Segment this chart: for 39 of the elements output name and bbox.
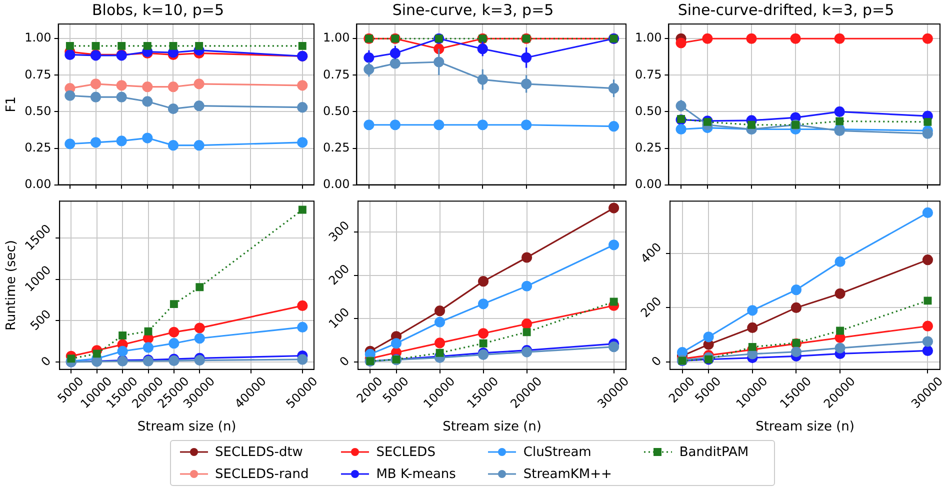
chart-title: Blobs, k=10, p=5: [92, 0, 224, 19]
y-axis-title: F1: [4, 96, 20, 112]
chart-title: Sine-curve, k=3, p=5: [392, 0, 554, 19]
y-tick-label: 0.75: [24, 67, 52, 82]
y-tick-label: 200: [326, 262, 352, 288]
y-tick-label: 0.50: [635, 104, 662, 118]
x-axis-title: Stream size (n): [137, 420, 236, 435]
x-axis-title: Stream size (n): [442, 420, 542, 435]
y-tick-label: 0.25: [24, 140, 52, 154]
legend-label: SECLEDS-dtw: [215, 444, 303, 460]
y-tick-label: 0.50: [323, 104, 350, 118]
y-tick-label: 0.00: [323, 176, 350, 191]
y-tick-label: 0.25: [635, 140, 662, 154]
legend-label: SECLEDS: [376, 444, 436, 460]
y-tick-label: 0.25: [323, 140, 350, 154]
y-tick-label: 0: [336, 354, 352, 370]
y-tick-label: 1.00: [323, 30, 350, 45]
y-tick-label: 0: [648, 354, 664, 369]
legend-label: BanditPAM: [679, 444, 749, 460]
y-tick-label: 0.75: [323, 67, 350, 82]
y-tick-label: 100: [326, 304, 352, 332]
legend-label: StreamKM++: [523, 466, 612, 482]
y-tick-label: 200: [638, 294, 664, 320]
y-tick-label: 0.75: [635, 67, 662, 82]
y-axis-title: Runtime (sec): [4, 240, 20, 330]
y-tick-label: 1.00: [24, 30, 52, 45]
y-tick-label: 300: [326, 218, 352, 244]
y-tick-label: 0: [38, 354, 54, 369]
y-tick-label: 0.50: [24, 104, 52, 118]
legend-label: MB K-means: [376, 466, 456, 482]
y-tick-label: 500: [28, 306, 54, 334]
y-tick-label: 400: [638, 240, 664, 266]
chart-title: Sine-curve-drifted, k=3, p=5: [678, 0, 894, 19]
y-tick-label: 1.00: [635, 30, 662, 45]
y-tick-label: 0.00: [635, 176, 662, 191]
legend-label: CluStream: [523, 444, 592, 460]
x-axis-title: Stream size (n): [756, 420, 854, 435]
y-tick-label: 0.00: [24, 176, 52, 191]
legend-label: SECLEDS-rand: [215, 466, 309, 482]
